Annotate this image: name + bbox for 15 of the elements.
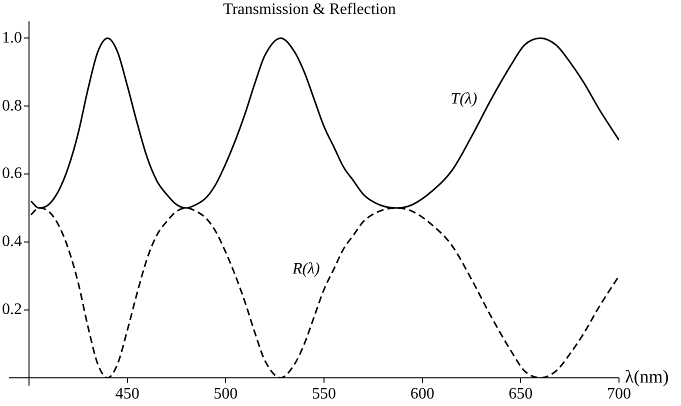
x-tick-label: 650 (508, 386, 533, 403)
x-tick-label: 450 (115, 386, 140, 403)
series-label: R(λ) (291, 260, 320, 278)
x-tick-label: 550 (312, 386, 336, 403)
y-tick-label: 0.2 (2, 301, 22, 318)
y-tick-label: 0.6 (2, 165, 22, 182)
y-tick-label: 0.4 (2, 233, 22, 250)
x-tick-label: 600 (410, 386, 434, 403)
y-tick-label: 1.0 (2, 29, 22, 46)
x-axis-title: λ(nm) (625, 366, 669, 387)
x-tick-label: 500 (214, 386, 238, 403)
x-tick-label: 700 (607, 386, 631, 403)
y-tick-label: 0.8 (2, 97, 22, 114)
series-label: T(λ) (450, 90, 478, 108)
chart-title: Transmission & Reflection (223, 0, 396, 18)
